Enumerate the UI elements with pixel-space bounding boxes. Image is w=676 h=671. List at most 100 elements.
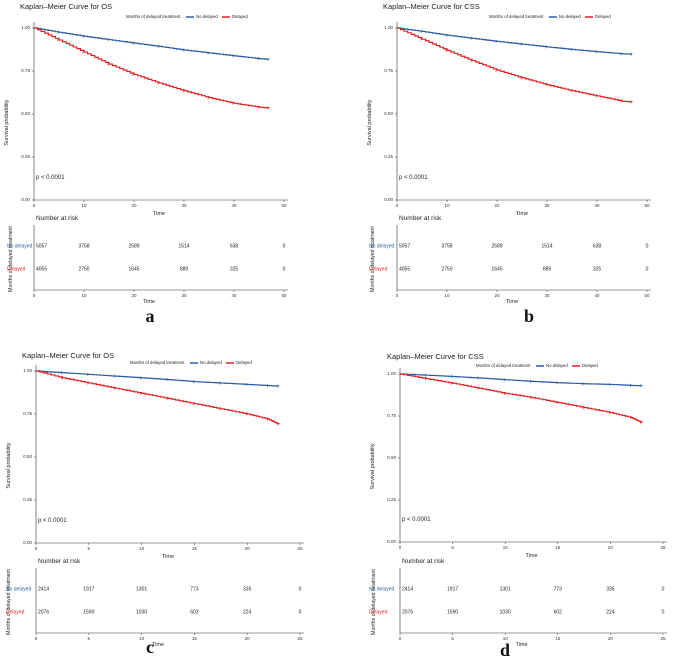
risk-x-tick-label: 20: [494, 293, 500, 298]
x-tick-label: 20: [245, 546, 251, 551]
risk-row-label-no-delayed: No delayed: [7, 243, 33, 249]
legend: Months of delayed treatment No delayed Del…: [476, 363, 598, 368]
x-tick-label: 0: [396, 203, 399, 208]
legend-label-1: Delayed: [582, 363, 598, 368]
risk-count: 1590: [447, 609, 458, 615]
risk-count: 224: [606, 609, 615, 615]
survival-curve-no-delayed: [36, 370, 280, 387]
risk-table: Number at risk Months of delayed treatmen…: [369, 215, 651, 305]
risk-count: 0: [299, 586, 302, 592]
x-tick-label: 25: [297, 546, 303, 551]
risk-count: 0: [646, 243, 649, 249]
risk-x-tick-label: 25: [660, 636, 666, 641]
x-tick-label: 10: [444, 203, 450, 208]
x-tick-label: 40: [231, 203, 237, 208]
legend-label-0: No delayed: [200, 360, 222, 365]
survival-curve-delayed: [36, 370, 280, 425]
risk-count: 638: [593, 243, 602, 249]
p-value-label: p < 0.0001: [399, 175, 428, 181]
risk-x-tick-label: 5: [451, 636, 454, 641]
risk-x-tick-label: 25: [297, 636, 303, 641]
legend-label-0: No delayed: [196, 14, 218, 19]
risk-x-tick-label: 50: [281, 293, 287, 298]
p-value-label: p < 0.0001: [402, 517, 431, 523]
chart-title: Kaplan–Meier Curve for CSS: [383, 2, 480, 11]
risk-y-axis-label: Months of delayed treatment: [6, 569, 12, 635]
risk-x-tick-label: 20: [245, 636, 251, 641]
risk-x-tick-label: 10: [503, 636, 509, 641]
x-tick-label: 0: [35, 546, 38, 551]
risk-count: 889: [180, 266, 189, 272]
risk-count: 2750: [78, 266, 89, 272]
risk-count: 2076: [402, 609, 413, 615]
survival-curve-delayed: [34, 27, 270, 109]
km-panel-a: Kaplan–Meier Curve for OS Months of delay…: [4, 2, 288, 326]
km-panel-c: Kaplan–Meier Curve for OS Months of delay…: [6, 351, 304, 657]
risk-x-tick-label: 15: [555, 636, 561, 641]
legend-title: Months of delayed treatment: [130, 360, 185, 365]
risk-count: 1030: [500, 609, 511, 615]
risk-row-label-no-delayed: No delayed: [6, 586, 32, 592]
risk-count: 2589: [491, 243, 502, 249]
risk-count: 2414: [38, 586, 49, 592]
km-panel-b: Kaplan–Meier Curve for CSS Months of dela…: [367, 2, 651, 326]
p-value-label: p < 0.0001: [38, 518, 67, 524]
risk-count: 602: [554, 609, 563, 615]
y-tick-label: 1.00: [387, 371, 396, 376]
risk-x-tick-label: 30: [544, 293, 550, 298]
survival-curve-delayed: [397, 27, 633, 103]
y-tick-label: 0.75: [387, 413, 396, 418]
risk-count: 0: [283, 266, 286, 272]
panel-letter: c: [146, 637, 154, 657]
risk-count: 889: [543, 266, 552, 272]
y-axis-label: Survival probability: [367, 99, 373, 145]
risk-count: 1514: [178, 243, 189, 249]
x-tick-label: 0: [399, 545, 402, 550]
y-tick-label: 0.25: [384, 154, 393, 159]
legend: Months of delayed treatment No delayed Del…: [130, 360, 252, 365]
risk-count: 3758: [78, 243, 89, 249]
risk-x-tick-label: 50: [644, 293, 650, 298]
y-axis-label: Survival probability: [4, 99, 10, 145]
risk-table-title: Number at risk: [38, 558, 81, 565]
risk-x-tick-label: 40: [594, 293, 600, 298]
legend-title: Months of delayed treatment: [489, 14, 544, 19]
y-tick-label: 1.00: [384, 25, 393, 30]
risk-count: 1301: [136, 586, 147, 592]
risk-count: 4055: [399, 266, 410, 272]
x-tick-label: 50: [281, 203, 287, 208]
risk-count: 1030: [136, 609, 147, 615]
risk-count: 0: [299, 609, 302, 615]
survival-curve-delayed: [400, 373, 643, 423]
risk-count: 773: [190, 586, 199, 592]
risk-x-axis-label: Time: [515, 642, 527, 648]
risk-row-label-no-delayed: No delayed: [369, 243, 395, 249]
y-tick-label: 1.00: [21, 25, 30, 30]
chart-title: Kaplan–Meier Curve for OS: [20, 2, 112, 11]
x-tick-label: 20: [494, 203, 500, 208]
y-axis-label: Survival probability: [370, 443, 376, 489]
panel-letter: a: [146, 306, 155, 326]
risk-count: 2750: [441, 266, 452, 272]
chart-title: Kaplan–Meier Curve for CSS: [387, 352, 484, 361]
risk-x-axis-label: Time: [143, 299, 155, 305]
y-tick-label: 0.25: [21, 154, 30, 159]
y-tick-label: 0.75: [384, 68, 393, 73]
risk-count: 2589: [128, 243, 139, 249]
km-panel-d: Kaplan–Meier Curve for CSS Months of dela…: [369, 352, 667, 660]
x-tick-label: 20: [131, 203, 137, 208]
risk-row-label-delayed: Delayed: [7, 266, 26, 272]
risk-count: 1917: [83, 586, 94, 592]
risk-y-axis-label: Months of delayed treatment: [370, 226, 376, 292]
risk-count: 1645: [128, 266, 139, 272]
risk-table-title: Number at risk: [402, 558, 445, 565]
y-tick-label: 1.00: [23, 368, 32, 373]
x-tick-label: 15: [555, 545, 561, 550]
risk-count: 224: [243, 609, 252, 615]
risk-count: 2076: [38, 609, 49, 615]
x-tick-label: 5: [451, 545, 454, 550]
x-tick-label: 0: [33, 203, 36, 208]
risk-x-axis-label: Time: [506, 299, 518, 305]
